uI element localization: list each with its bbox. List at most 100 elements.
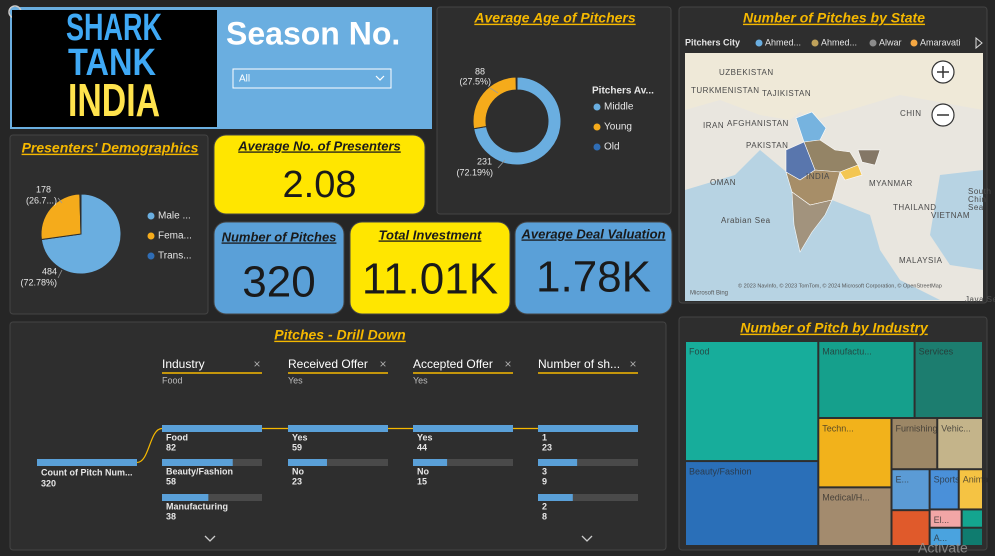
node-bar[interactable] (413, 459, 448, 466)
level-header: Number of sh... (538, 357, 620, 371)
level-close[interactable]: × (629, 357, 636, 371)
season-dropdown[interactable] (232, 68, 392, 89)
treemap-tile[interactable] (930, 510, 961, 527)
node-bar[interactable] (538, 425, 638, 432)
node-bar[interactable] (288, 425, 388, 432)
node-value: 59 (292, 442, 302, 452)
legend-title: Pitchers City (685, 37, 740, 47)
legend-label: Fema... (158, 231, 192, 242)
node-bar[interactable] (162, 459, 233, 466)
node-track (538, 459, 638, 466)
treemap-tile[interactable] (892, 419, 937, 469)
legend-label: Ahmed... (765, 37, 801, 47)
leader-line (57, 197, 63, 204)
level-header: Accepted Offer (413, 357, 493, 371)
kpi-title: Average No. of Presenters (237, 138, 401, 153)
map-label: TAJIKISTAN (762, 89, 811, 98)
node-bar[interactable] (538, 459, 578, 466)
legend-next[interactable] (975, 36, 983, 50)
dropdown-chevron[interactable] (375, 75, 385, 81)
treemap-tile[interactable] (819, 342, 914, 418)
root-bar (37, 459, 137, 466)
data-label: 88 (475, 66, 485, 76)
node-track (413, 459, 513, 466)
map-label: Java Sea (965, 295, 995, 304)
treemap-tile[interactable] (686, 342, 818, 461)
map-brand: Microsoft Bing (690, 291, 728, 297)
legend-marker (910, 39, 918, 47)
legend-label: Amaravati (920, 37, 961, 47)
node-label: Manufacturing (166, 501, 228, 511)
treemap-label: Sports (934, 475, 961, 485)
percent-label: (27.5%) (459, 76, 491, 86)
map-region (795, 111, 827, 143)
legend-label: Old (604, 142, 620, 153)
node-track (538, 494, 638, 501)
level-close[interactable]: × (379, 357, 386, 371)
treemap-tile[interactable] (962, 510, 982, 527)
chart-title: Presenters' Demographics (22, 140, 199, 156)
treemap-tile[interactable] (686, 462, 818, 545)
chart-title: Number of Pitches by State (743, 10, 925, 26)
map-label: CHIN (900, 109, 922, 118)
node-bar[interactable] (413, 425, 513, 432)
map-label: Arabian Sea (721, 216, 771, 225)
node-track (288, 459, 388, 466)
map-sea (930, 170, 983, 270)
treemap-tile[interactable] (959, 470, 982, 509)
expand-chevron[interactable] (581, 535, 593, 542)
node-label: Yes (292, 432, 308, 442)
treemap-tile[interactable] (819, 419, 891, 487)
legend-label: Young (604, 122, 632, 133)
logo-line: SHARK (66, 7, 162, 49)
kpi-card (213, 134, 426, 215)
node-label: Food (166, 432, 188, 442)
treemap-label: Services (919, 346, 954, 356)
treemap-tile[interactable] (892, 511, 929, 545)
legend-marker (147, 212, 155, 220)
node-value: 58 (166, 476, 176, 486)
leader-line (57, 269, 63, 279)
legend-label: Male ... (158, 211, 191, 222)
map-label: AFGHANISTAN (727, 119, 789, 128)
logo-line: INDIA (68, 74, 160, 126)
treemap-label: Animal... (963, 475, 995, 485)
node-label: No (417, 466, 429, 476)
treemap-label: Medical/H... (822, 493, 870, 503)
treemap-tile[interactable] (915, 342, 982, 418)
expand-chevron[interactable] (204, 535, 216, 542)
node-bar[interactable] (162, 494, 209, 501)
season-title: Season No. (226, 15, 400, 51)
map-label: THAILAND (893, 203, 937, 212)
node-value: 44 (417, 442, 427, 452)
node-bar[interactable] (538, 494, 573, 501)
treemap-tile[interactable] (938, 419, 982, 469)
chart-title: Number of Pitch by Industry (740, 320, 929, 336)
node-bar[interactable] (162, 425, 262, 432)
kpi-card (213, 221, 345, 315)
kpi-card (349, 221, 511, 315)
level-selected: Food (162, 375, 183, 385)
treemap-label: A... (934, 533, 948, 543)
node-bar[interactable] (288, 459, 327, 466)
treemap-tile[interactable] (892, 470, 929, 510)
percent-label: (72.78%) (20, 277, 57, 287)
kpi-title: Average Deal Valuation (520, 226, 665, 241)
level-close[interactable]: × (504, 357, 511, 371)
treemap-tile[interactable] (962, 528, 982, 545)
treemap-tile[interactable] (819, 488, 891, 545)
treemap-label: Furnishing... (895, 423, 945, 433)
level-selected: Yes (413, 375, 428, 385)
treemap-tile[interactable] (930, 528, 961, 545)
data-label: 484 (42, 266, 57, 276)
legend-marker (869, 39, 877, 47)
node-label: No (292, 466, 304, 476)
treemap-label: Food (689, 346, 710, 356)
map-label: TURKMENISTAN (691, 86, 760, 95)
level-header: Industry (162, 357, 205, 371)
level-close[interactable]: × (253, 357, 260, 371)
treemap-tile[interactable] (930, 470, 958, 509)
root-label: Count of Pitch Num... (41, 467, 133, 477)
legend-label: Ahmed... (821, 37, 857, 47)
